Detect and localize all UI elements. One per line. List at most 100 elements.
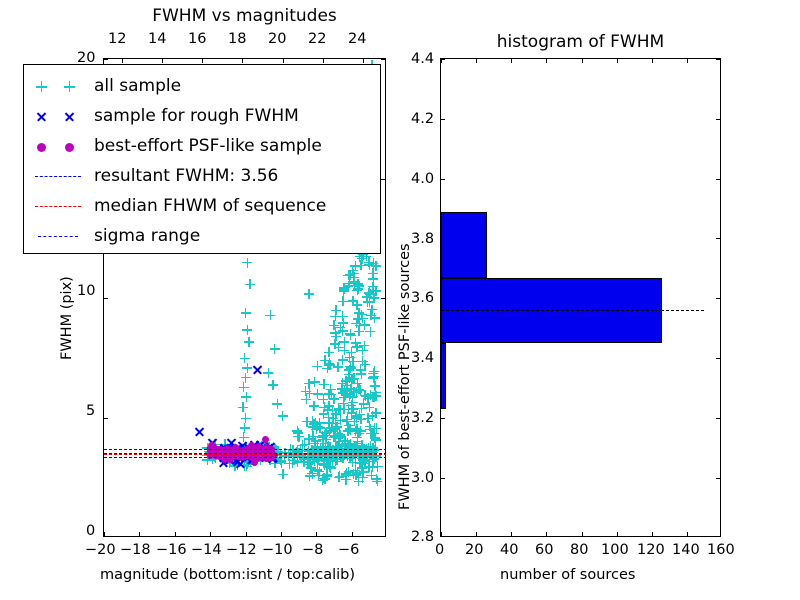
legend-item-resultant-fwhm[interactable]: resultant FWHM: 3.56 bbox=[32, 161, 370, 191]
axis-tick bbox=[716, 358, 720, 360]
axis-tick bbox=[316, 532, 318, 536]
left-y-axis-label: FWHM (pix) bbox=[59, 276, 75, 360]
axis-tick bbox=[716, 118, 720, 120]
dashdot-line-icon bbox=[32, 225, 88, 247]
right-y-tick-label: 4.4 bbox=[411, 51, 435, 67]
axis-tick bbox=[441, 118, 445, 120]
axis-tick bbox=[651, 59, 653, 63]
legend-label: resultant FWHM: 3.56 bbox=[94, 166, 279, 186]
x-marker-icon bbox=[32, 105, 88, 127]
axis-tick bbox=[381, 178, 385, 180]
legend-label: sample for rough FWHM bbox=[94, 106, 299, 126]
right-x-tick-label: 160 bbox=[707, 542, 735, 558]
right-panel-title: histogram of FWHM bbox=[496, 32, 665, 52]
axis-tick bbox=[511, 59, 513, 63]
reference-line bbox=[104, 456, 385, 458]
axis-tick bbox=[139, 532, 141, 536]
left-y-tick-label: 10 bbox=[77, 283, 96, 299]
axis-tick bbox=[104, 59, 108, 60]
legend-label: median FHWM of sequence bbox=[94, 196, 327, 216]
dashed-blue-line-icon bbox=[32, 165, 88, 187]
axis-tick bbox=[242, 59, 244, 63]
left-bottom-tick-label: −12 bbox=[226, 542, 257, 558]
right-y-tick-label: 4.0 bbox=[411, 171, 435, 187]
left-x-axis-label: magnitude (bottom:isnt / top:calib) bbox=[100, 567, 356, 583]
axis-tick bbox=[362, 59, 364, 63]
legend-item-psf-sample[interactable]: best-effort PSF-like sample bbox=[32, 131, 370, 161]
legend-item-median-fwhm[interactable]: median FHWM of sequence bbox=[32, 191, 370, 221]
legend-label: sigma range bbox=[94, 226, 201, 246]
left-y-tick-label: 5 bbox=[86, 403, 96, 419]
histogram-bar bbox=[441, 343, 447, 410]
axis-tick bbox=[441, 477, 445, 479]
left-bottom-tick-label: −10 bbox=[262, 542, 293, 558]
left-bottom-tick-label: −16 bbox=[156, 542, 187, 558]
right-y-tick-label: 3.2 bbox=[411, 410, 435, 426]
right-x-tick-label: 0 bbox=[435, 542, 445, 558]
axis-tick bbox=[581, 59, 583, 63]
axis-tick bbox=[716, 59, 720, 60]
left-bottom-tick-label: −14 bbox=[191, 542, 222, 558]
right-x-tick-label: 120 bbox=[637, 542, 665, 558]
axis-tick bbox=[441, 532, 442, 536]
axis-tick bbox=[686, 532, 688, 536]
plus-marker-icon bbox=[32, 75, 88, 97]
axis-tick bbox=[546, 532, 548, 536]
axis-tick bbox=[174, 532, 176, 536]
left-top-tick-label: 14 bbox=[148, 31, 167, 47]
right-x-tick-label: 140 bbox=[672, 542, 700, 558]
axis-tick bbox=[381, 59, 385, 60]
axis-tick bbox=[441, 59, 445, 60]
reference-line bbox=[441, 310, 705, 312]
legend-box[interactable]: all sample sample for rough FWHM best-ef… bbox=[23, 64, 381, 254]
right-y-tick-label: 2.8 bbox=[411, 529, 435, 545]
legend-item-sigma-range[interactable]: sigma range bbox=[32, 221, 370, 251]
left-top-tick-label: 16 bbox=[188, 31, 207, 47]
axis-tick bbox=[104, 417, 108, 419]
right-x-tick-label: 60 bbox=[535, 542, 554, 558]
right-plot-area[interactable] bbox=[440, 58, 721, 537]
axis-tick bbox=[161, 59, 163, 63]
left-top-tick-label: 22 bbox=[308, 31, 327, 47]
right-y-tick-label: 3.6 bbox=[411, 290, 435, 306]
reference-line bbox=[104, 453, 385, 455]
left-y-tick-label: 20 bbox=[77, 50, 96, 66]
right-x-tick-label: 40 bbox=[500, 542, 519, 558]
axis-tick bbox=[104, 298, 108, 299]
left-bottom-tick-label: −8 bbox=[302, 542, 324, 558]
axis-tick bbox=[616, 59, 618, 63]
axis-tick bbox=[381, 417, 385, 419]
reference-line bbox=[104, 448, 385, 450]
right-x-tick-label: 80 bbox=[570, 542, 589, 558]
legend-label: all sample bbox=[94, 76, 182, 96]
left-y-tick-label: 0 bbox=[86, 523, 96, 539]
reference-line bbox=[104, 452, 385, 454]
axis-tick bbox=[511, 532, 513, 536]
histogram-bar bbox=[441, 211, 487, 278]
axis-tick bbox=[202, 59, 204, 63]
axis-tick bbox=[686, 59, 688, 63]
axis-tick bbox=[716, 178, 720, 180]
axis-tick bbox=[716, 417, 720, 419]
axis-tick bbox=[210, 532, 212, 536]
dot-marker-icon bbox=[32, 135, 88, 157]
axis-tick bbox=[441, 178, 445, 180]
axis-tick bbox=[616, 532, 618, 536]
left-top-tick-label: 18 bbox=[228, 31, 247, 47]
left-bottom-tick-label: −6 bbox=[338, 542, 360, 558]
axis-tick bbox=[322, 59, 324, 63]
axis-tick bbox=[381, 298, 385, 299]
histogram-bar-layer bbox=[441, 59, 720, 536]
axis-tick bbox=[476, 532, 478, 536]
legend-label: best-effort PSF-like sample bbox=[94, 136, 322, 156]
axis-tick bbox=[716, 477, 720, 479]
axis-tick bbox=[245, 532, 247, 536]
legend-item-rough-fwhm[interactable]: sample for rough FWHM bbox=[32, 101, 370, 131]
right-y-tick-label: 4.2 bbox=[411, 111, 435, 127]
legend-item-all-sample[interactable]: all sample bbox=[32, 71, 370, 101]
left-top-tick-label: 20 bbox=[268, 31, 287, 47]
right-y-tick-label: 3.8 bbox=[411, 231, 435, 247]
right-y-tick-label: 3.0 bbox=[411, 470, 435, 486]
right-x-tick-label: 20 bbox=[465, 542, 484, 558]
